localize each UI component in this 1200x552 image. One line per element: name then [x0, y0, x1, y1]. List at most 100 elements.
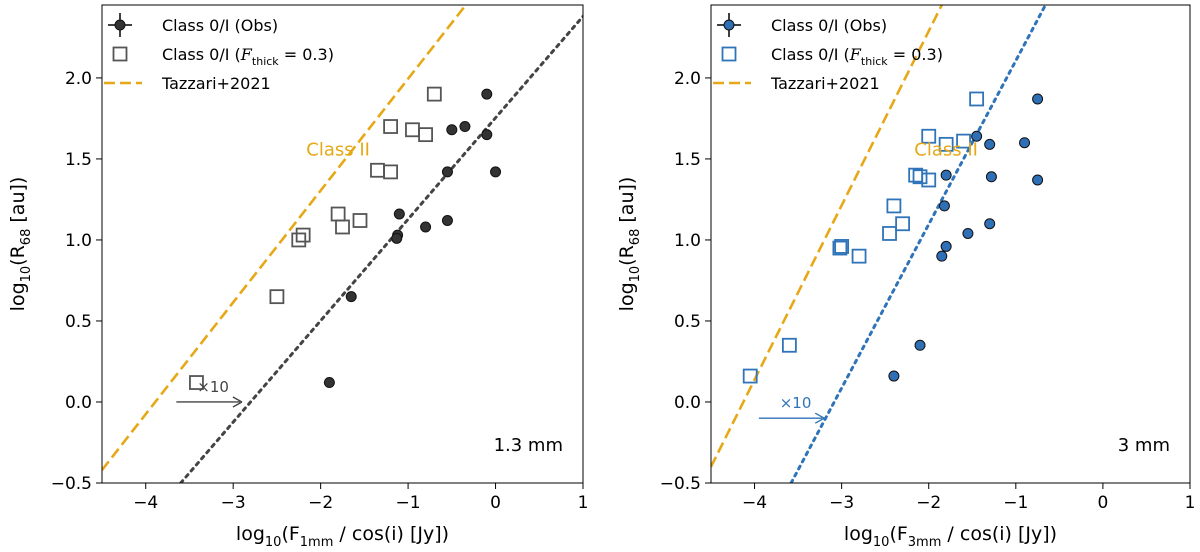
- model-square-10: [834, 239, 850, 254]
- legend: Class 0/I (Obs) Class 0/I (Fthick = 0.3) T…: [713, 13, 943, 93]
- plot-area: ×10: [102, 5, 583, 483]
- x-tick-label-1: −3: [829, 493, 854, 513]
- shift-arrow-head: [232, 396, 243, 408]
- obs-point-2: [459, 121, 471, 133]
- y-tick-label-3: 1.0: [65, 231, 92, 251]
- model-square-5: [912, 169, 928, 185]
- obs-point-7: [420, 221, 432, 233]
- shift-arrow-head: [814, 412, 825, 424]
- obs-point-5: [441, 166, 453, 178]
- model-square-12: [189, 375, 204, 390]
- legend-entry-1: Class 0/I (Fthick = 0.3): [771, 45, 943, 68]
- legend-entry-0: Class 0/I (Obs): [771, 16, 887, 35]
- y-tick-label-4: 1.5: [65, 150, 92, 170]
- x-tick-label-1: −3: [221, 493, 246, 513]
- class-ii-label: Class II: [306, 140, 370, 161]
- y-axis-label: log10(R68 [au]): [7, 177, 34, 312]
- obs-point-12: [914, 339, 926, 351]
- fit-line: [789, 5, 1047, 483]
- x-tick-label-3: −1: [396, 493, 421, 513]
- shift-label: ×10: [780, 394, 812, 412]
- x-tick-label-0: −4: [133, 493, 158, 513]
- model-square-6: [330, 206, 346, 222]
- wavelength-label: 1.3 mm: [494, 435, 563, 456]
- x-tick-label-0: −4: [742, 493, 767, 513]
- model-square-7: [352, 213, 368, 228]
- model-square-1: [383, 119, 399, 134]
- y-tick-label-1: 0.0: [65, 393, 92, 413]
- legend-entry-2: Tazzari+2021: [770, 74, 880, 93]
- wavelength-label: 3 mm: [1118, 435, 1170, 456]
- y-tick-label-3: 1.0: [674, 231, 701, 251]
- obs-point-13: [888, 370, 900, 382]
- obs-point-11: [936, 250, 948, 262]
- x-axis-label: log10(F3mm / cos(i) [Jy]): [844, 523, 1057, 550]
- y-tick-label-5: 2.0: [65, 69, 92, 89]
- obs-point-0: [1032, 93, 1044, 105]
- obs-point-4: [940, 169, 952, 181]
- model-square-2: [405, 122, 420, 138]
- y-tick-label-1: 0.0: [674, 393, 701, 413]
- y-axis-label: log10(R68 [au]): [616, 177, 643, 312]
- obs-point-9: [962, 227, 974, 239]
- y-tick-label-4: 1.5: [674, 150, 701, 170]
- model-square-3: [938, 136, 954, 152]
- y-tick-label-2: 0.5: [674, 312, 701, 332]
- axes-frame: [101, 4, 584, 484]
- obs-point-6: [1032, 174, 1044, 186]
- model-square-3: [418, 127, 433, 143]
- obs-point-2: [984, 138, 996, 150]
- obs-point-6: [441, 215, 453, 227]
- x-tick-label-2: −2: [308, 493, 333, 513]
- legend-entry-2: Tazzari+2021: [161, 74, 271, 93]
- x-tick-label-5: 1: [1185, 493, 1196, 513]
- model-square-14: [742, 368, 758, 384]
- obs-point-8: [393, 208, 405, 220]
- model-square-8: [895, 216, 910, 232]
- fit-line: [179, 14, 583, 483]
- obs-point-10: [391, 232, 403, 244]
- model-square-12: [851, 248, 867, 264]
- model-square-7: [886, 198, 902, 214]
- legend: Class 0/I (Obs) Class 0/I (Fthick = 0.3) T…: [104, 13, 334, 93]
- model-square-8: [335, 219, 350, 235]
- obs-point-12: [323, 377, 335, 389]
- x-axis-label: log10(F1mm / cos(i) [Jy]): [236, 523, 449, 550]
- obs-point-5: [985, 171, 997, 183]
- model-square-13: [781, 337, 797, 353]
- shift-label: ×10: [197, 378, 229, 396]
- obs-point-11: [345, 291, 357, 303]
- x-tick-label-5: 1: [578, 493, 589, 513]
- axes-frame: [710, 4, 1191, 484]
- x-tick-label-2: −2: [916, 493, 941, 513]
- x-tick-label-4: 0: [1097, 493, 1108, 513]
- obs-point-1: [481, 129, 493, 141]
- model-square-9: [295, 227, 311, 243]
- obs-point-0: [481, 88, 493, 100]
- model-square-2: [956, 133, 971, 149]
- model-square-1: [921, 128, 937, 144]
- obs-point-7: [938, 200, 950, 212]
- y-tick-label-2: 0.5: [65, 312, 92, 332]
- obs-point-1: [971, 130, 983, 142]
- x-tick-label-4: 0: [490, 493, 501, 513]
- legend-obs-marker: [723, 19, 735, 31]
- legend-entry-1: Class 0/I (Fthick = 0.3): [162, 45, 334, 68]
- obs-point-3: [446, 124, 458, 136]
- model-square-0: [426, 86, 442, 102]
- class-ii-label: Class II: [914, 140, 978, 161]
- x-tick-label-3: −1: [1003, 493, 1028, 513]
- legend-model-marker: [721, 46, 737, 62]
- obs-point-8: [984, 218, 996, 230]
- tazzari-line: [711, 5, 943, 468]
- obs-point-10: [940, 240, 952, 252]
- legend-entry-0: Class 0/I (Obs): [162, 16, 278, 35]
- model-square-0: [969, 91, 985, 107]
- model-square-5: [383, 164, 399, 180]
- model-square-9: [882, 226, 897, 241]
- model-square-11: [269, 289, 285, 305]
- model-square-10: [291, 232, 307, 248]
- plot-area: ×10: [711, 5, 1047, 483]
- model-square-4: [370, 162, 385, 178]
